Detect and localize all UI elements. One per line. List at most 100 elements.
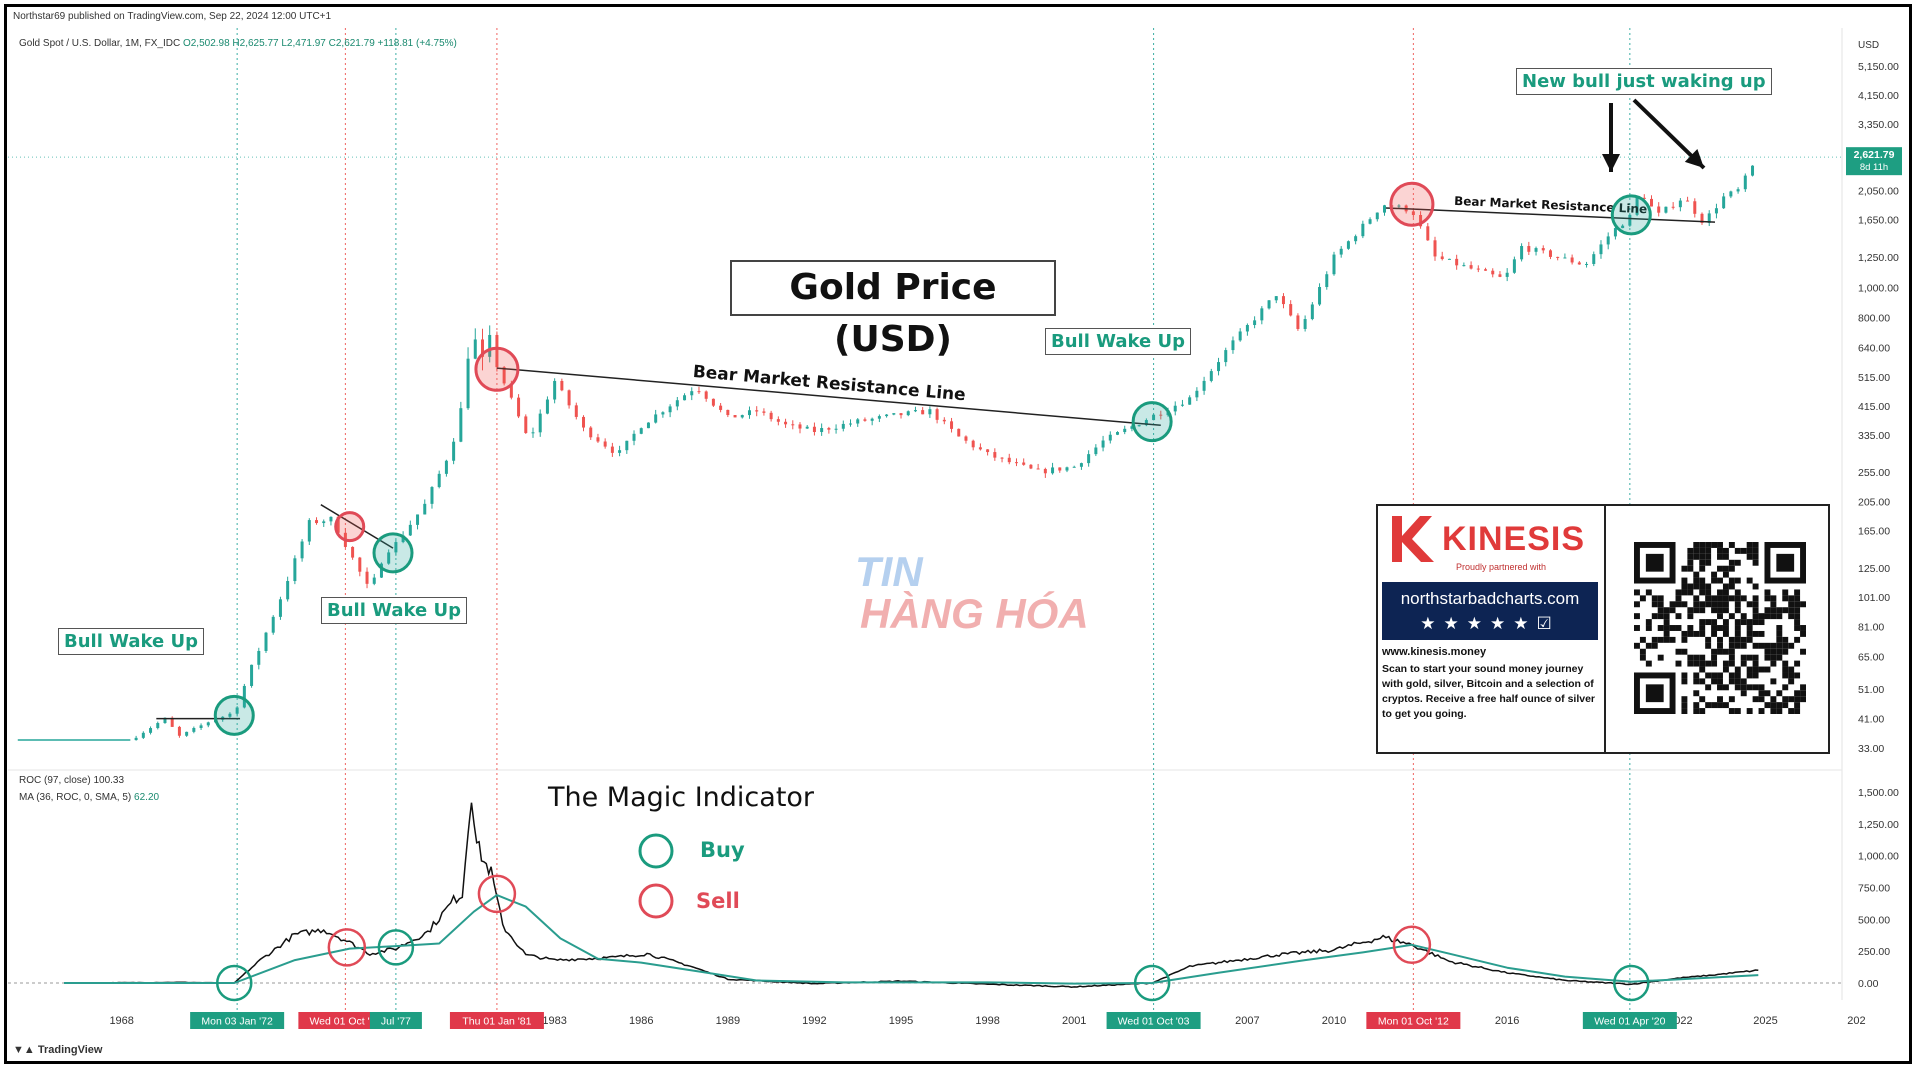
- qr-module: [1693, 542, 1700, 548]
- qr-module: [1687, 660, 1694, 667]
- candle-body: [379, 563, 383, 578]
- qr-module: [1740, 678, 1747, 685]
- qr-module: [1782, 636, 1789, 643]
- time-tick-label: 2010: [1322, 1015, 1346, 1027]
- qr-module: [1722, 565, 1729, 572]
- candle-body: [1051, 467, 1055, 474]
- candle-body: [596, 437, 600, 442]
- qr-module: [1734, 589, 1741, 596]
- qr-module: [1675, 660, 1682, 667]
- qr-module: [1681, 601, 1688, 608]
- qr-module: [1722, 630, 1729, 637]
- event-date-badge: [449, 1012, 544, 1029]
- promo-left-panel: KINESIS Proudly partnered with northstar…: [1378, 506, 1606, 752]
- promo-description: Scan to start your sound money journey w…: [1382, 663, 1596, 720]
- qr-module: [1764, 666, 1771, 673]
- price-tick-label: 515.00: [1858, 372, 1890, 384]
- candle-body: [1339, 248, 1343, 255]
- qr-module: [1752, 619, 1759, 626]
- candle-body: [1245, 325, 1249, 332]
- qr-module: [1699, 565, 1706, 572]
- candle-body: [1462, 265, 1466, 267]
- qr-module: [1651, 636, 1658, 643]
- candle-body: [1000, 457, 1004, 459]
- candle-body: [408, 524, 412, 536]
- candle-body: [683, 395, 687, 401]
- candle-body: [170, 717, 174, 727]
- qr-module: [1794, 589, 1801, 596]
- candle-body: [228, 713, 232, 717]
- candle-body: [1368, 219, 1372, 224]
- qr-module: [1782, 672, 1789, 679]
- qr-module: [1794, 672, 1801, 679]
- qr-module: [1782, 607, 1789, 614]
- promo-partnered: Proudly partnered with: [1456, 562, 1547, 572]
- indicator-buy-circle: [377, 929, 415, 966]
- qr-module: [1717, 636, 1723, 643]
- candle-body: [416, 514, 420, 525]
- candle-body: [1419, 215, 1423, 227]
- qr-module: [1693, 571, 1700, 578]
- qr-module: [1734, 601, 1741, 608]
- qr-module: [1794, 625, 1801, 631]
- candle-body: [921, 410, 925, 415]
- qr-module: [1758, 684, 1765, 691]
- qr-module: [1764, 648, 1771, 655]
- candle-body: [315, 520, 319, 524]
- qr-module: [1734, 666, 1741, 673]
- qr-module: [1776, 654, 1783, 661]
- qr-module: [1663, 636, 1670, 643]
- qr-module: [1681, 672, 1688, 679]
- qr-module: [1752, 654, 1759, 661]
- candle-body: [1707, 213, 1711, 223]
- candle-body: [1722, 196, 1726, 209]
- qr-module: [1752, 542, 1759, 548]
- qr-module: [1794, 595, 1801, 602]
- qr-module: [1693, 595, 1700, 602]
- qr-module: [1717, 589, 1723, 596]
- candle-body: [1036, 468, 1040, 470]
- price-tick-label: 125.00: [1858, 563, 1890, 575]
- qr-module: [1722, 684, 1729, 691]
- candle-body: [1188, 397, 1192, 405]
- candle-body: [365, 571, 369, 584]
- qr-module: [1705, 553, 1712, 560]
- candle-body: [747, 410, 751, 416]
- qr-module: [1687, 630, 1694, 637]
- qr-module: [1734, 642, 1741, 649]
- qr-module: [1705, 601, 1712, 608]
- candle-body: [899, 413, 903, 416]
- qr-module: [1705, 583, 1712, 590]
- candle-body: [1469, 265, 1473, 269]
- resistance-line: [496, 367, 1161, 427]
- qr-module: [1788, 666, 1795, 673]
- candle-body: [1520, 246, 1524, 260]
- candle-body: [1354, 236, 1358, 242]
- qr-module: [1717, 684, 1723, 691]
- qr-module: [1776, 630, 1783, 637]
- candle-body: [1303, 319, 1307, 329]
- arrow-diagonal-icon-head: [1684, 149, 1704, 168]
- candle-body: [358, 557, 362, 572]
- event-date-label: Wed 01 Oct '75: [309, 1016, 381, 1028]
- qr-module: [1693, 708, 1700, 714]
- qr-module: [1794, 619, 1801, 626]
- qr-module: [1705, 595, 1712, 602]
- currency-label: USD: [1858, 40, 1879, 51]
- qr-module: [1776, 642, 1783, 649]
- qr-module: [1770, 595, 1777, 602]
- candle-body: [1541, 248, 1545, 251]
- candle-body: [545, 399, 549, 414]
- qr-module: [1693, 583, 1700, 590]
- candle-body: [1346, 241, 1350, 249]
- qr-module: [1681, 583, 1688, 590]
- qr-module: [1645, 642, 1652, 649]
- qr-module: [1752, 666, 1759, 673]
- candle-body: [444, 460, 448, 474]
- candle-body: [1678, 200, 1682, 208]
- qr-module: [1746, 577, 1753, 584]
- candle-body: [387, 552, 391, 564]
- qr-module: [1758, 613, 1765, 620]
- candle-body: [322, 521, 326, 524]
- candle-body: [401, 535, 405, 543]
